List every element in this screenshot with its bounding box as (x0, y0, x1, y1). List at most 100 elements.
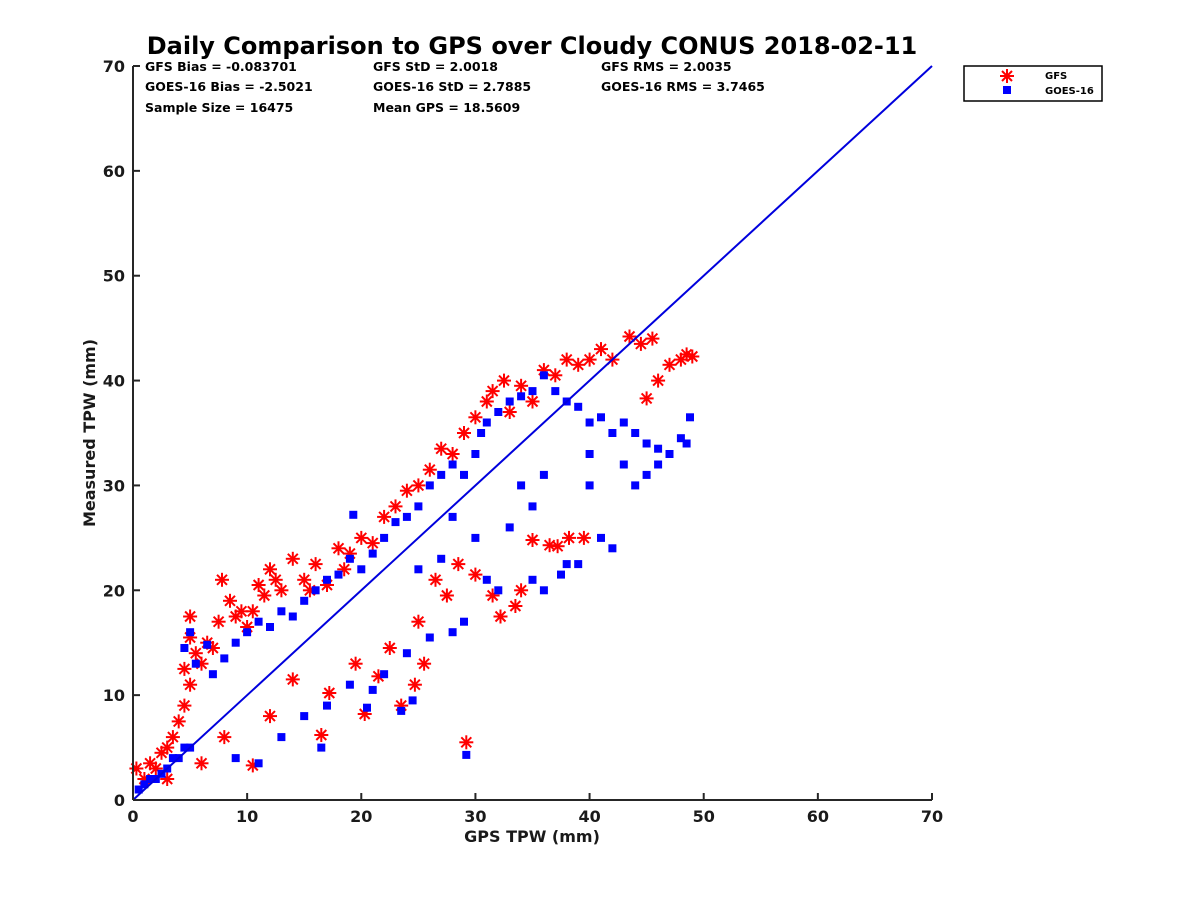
gfs-point (548, 368, 563, 383)
goes16-point (551, 387, 560, 396)
gfs-point (194, 756, 209, 771)
gfs-point (285, 551, 300, 566)
goes16-point (277, 607, 286, 616)
stat-gfs-bias: GFS Bias = -0.083701 (145, 59, 297, 74)
gfs-point (662, 357, 677, 372)
gfs-point (257, 588, 272, 603)
goes16-point (619, 460, 628, 469)
goes16-point (425, 481, 434, 490)
gfs-point (417, 656, 432, 671)
stat-goes-bias: GOES-16 Bias = -2.5021 (145, 79, 313, 94)
goes16-point (391, 518, 400, 527)
legend-gfs-label: GFS (1045, 71, 1067, 82)
goes16-point (448, 460, 457, 469)
goes16-point (448, 628, 457, 637)
goes16-point (477, 429, 486, 437)
gfs-point (514, 583, 529, 598)
gfs-point (268, 572, 283, 587)
gfs-point (251, 578, 266, 592)
gfs-point (439, 588, 454, 603)
gfs-point (594, 342, 608, 357)
goes16-point (505, 397, 514, 406)
goes16-point (528, 387, 537, 396)
x-tick-label: 0 (127, 807, 138, 826)
goes16-point (539, 371, 548, 380)
x-tick-label: 70 (921, 807, 943, 826)
gfs-point (479, 394, 494, 409)
legend-gfs-marker (1000, 69, 1014, 83)
goes16-point (528, 575, 537, 584)
goes16-point (311, 586, 320, 595)
goes16-point (460, 617, 468, 626)
goes16-point (665, 450, 674, 458)
goes16-point (425, 633, 434, 642)
goes16-point (517, 392, 526, 401)
goes16-point (631, 429, 640, 437)
gfs-point (434, 441, 449, 456)
goes16-point (368, 685, 377, 694)
y-tick-label: 0 (114, 791, 125, 810)
y-ticks: 0 10 20 30 40 50 60 70 (103, 57, 140, 810)
goes16-point (288, 612, 297, 621)
gfs-point (651, 373, 666, 388)
gfs-point (177, 661, 192, 676)
goes16-point (482, 418, 491, 427)
goes16-point (654, 460, 663, 469)
goes16-point (494, 586, 503, 595)
goes16-point (345, 680, 354, 689)
gfs-point (550, 539, 565, 554)
goes16-point (243, 628, 252, 637)
goes16-point (471, 533, 480, 542)
axes (132, 66, 932, 801)
goes16-point (397, 706, 406, 715)
gfs-point (571, 357, 586, 372)
goes16-point (682, 439, 691, 448)
goes16-point (608, 544, 617, 553)
goes16-point (414, 502, 423, 511)
y-tick-label: 10 (103, 686, 125, 705)
gfs-point (582, 352, 597, 367)
gfs-point (445, 447, 460, 461)
goes16-point (574, 402, 583, 411)
gfs-point (308, 557, 323, 572)
y-tick-label: 30 (103, 476, 125, 495)
gfs-point (188, 646, 203, 661)
goes16-point (494, 408, 503, 416)
plot-area (129, 65, 933, 801)
goes16-point (654, 444, 663, 453)
y-tick-label: 60 (103, 162, 125, 181)
gfs-point (274, 583, 289, 598)
gfs-point (468, 567, 483, 582)
gfs-point (457, 426, 471, 440)
goes16-point (266, 623, 274, 631)
gfs-point (285, 672, 300, 687)
goes16-point (597, 533, 605, 542)
gfs-point (160, 772, 175, 786)
goes16-point (557, 570, 565, 579)
goes16-point (642, 470, 651, 479)
goes16-point (619, 418, 628, 427)
goes16-point (402, 512, 411, 521)
y-axis-label: Measured TPW (mm) (80, 339, 99, 527)
goes16-point (220, 654, 229, 663)
stat-mean-gps: Mean GPS = 18.5609 (373, 100, 520, 115)
goes16-point (642, 439, 651, 448)
goes16-point (345, 554, 354, 563)
gfs-point (428, 572, 443, 587)
gfs-point (263, 562, 277, 577)
gfs-point (685, 349, 700, 364)
goes16-point (505, 523, 514, 532)
chart-title: Daily Comparison to GPS over Cloudy CONU… (147, 32, 918, 60)
goes16-point (317, 743, 326, 752)
legend-goes-label: GOES-16 (1045, 86, 1094, 97)
goes16-point (254, 617, 263, 626)
gfs-point (493, 609, 508, 624)
gfs-point (622, 329, 637, 344)
goes16-point (254, 759, 263, 768)
goes16-point (300, 712, 309, 721)
goes16-point (608, 429, 617, 437)
gfs-point (245, 604, 260, 619)
gfs-point (382, 641, 397, 655)
x-axis-label: GPS TPW (mm) (464, 827, 600, 846)
